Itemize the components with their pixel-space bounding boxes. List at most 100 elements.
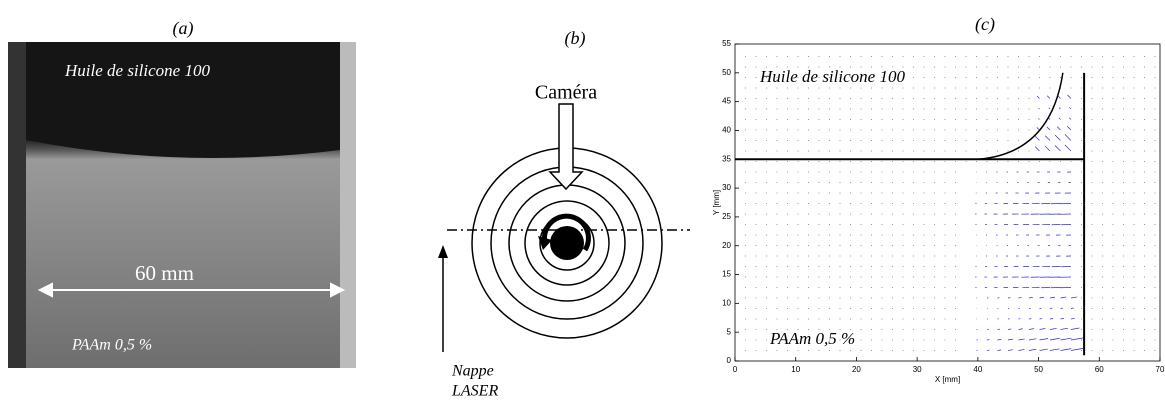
vector [787,129,788,131]
y-tick-label: 10 [722,298,731,307]
vector [1091,192,1093,194]
vector [913,119,914,120]
vector [923,108,925,110]
vector [1102,140,1103,141]
vector [1133,213,1135,215]
vector [1070,296,1078,299]
vector [1133,161,1135,162]
vector [787,171,788,173]
vector [1069,107,1072,110]
y-tick-label: 40 [722,126,731,135]
vector [850,140,851,141]
x-tick-label: 70 [1156,365,1165,374]
vector [1144,339,1145,341]
vector [913,245,914,246]
vector [1018,150,1019,152]
vector [1123,203,1124,204]
vector [1081,56,1082,57]
vector [1112,161,1114,162]
vector [1060,327,1069,330]
vector [1102,182,1103,183]
vector [1112,87,1114,89]
vector [934,87,935,89]
vector [755,245,757,246]
vector [913,318,914,320]
fluid-label: Huile de silicone 100 [64,61,210,80]
vector [860,66,862,68]
vector [1049,327,1057,330]
vector [1044,145,1051,152]
vector [892,245,893,246]
vector [787,203,788,204]
vector [745,234,746,236]
vector [1039,338,1049,341]
vector [1048,117,1051,120]
vector [1081,318,1082,320]
vector [745,287,746,288]
vector [965,66,967,68]
vector [923,255,925,257]
fluid-label: PAAm 0,5 % [71,337,152,354]
vector [955,119,956,120]
vector [1081,108,1082,110]
vector [839,56,841,57]
vector [871,318,872,320]
vector [1091,129,1093,131]
vector [1091,318,1093,320]
vector [766,140,767,141]
vector [787,339,788,341]
vector [1112,308,1114,309]
vector [745,308,746,309]
vector [1133,255,1135,257]
vector [1028,56,1030,57]
vector [1154,350,1156,351]
vector [923,318,925,320]
vector [923,287,925,288]
vector [881,287,883,288]
vector [1123,56,1124,57]
vector [755,203,757,204]
vector [955,182,956,183]
vector [881,224,883,225]
vector [1102,224,1103,225]
vector [913,77,914,78]
vector [818,203,820,204]
vector [829,255,830,257]
vector [1144,276,1145,278]
vector [797,161,799,162]
vector [892,87,893,89]
vector [923,350,925,351]
vector [934,108,935,110]
vector [1081,119,1082,120]
vector [745,192,746,194]
vector [808,150,809,152]
vector [1049,161,1051,162]
vector [1102,318,1103,320]
vector [1007,66,1009,68]
vector [1007,140,1009,141]
vector [1144,161,1145,162]
vector [1049,66,1051,68]
vector [1081,129,1082,131]
vector [829,66,830,68]
vector [766,213,767,215]
vector [787,108,788,110]
vector [871,129,872,131]
plot: 0 10 20 30 40 50 60 70 0 5 10 15 20 25 30 35 40 45 50 55 X [… [712,39,1165,384]
vector [986,108,988,110]
vector [850,318,851,320]
vector [892,150,893,152]
vector [829,245,830,246]
vector [1081,140,1082,141]
vector [745,213,746,215]
panel-label: (c) [975,14,995,35]
vector [1112,276,1114,278]
vector [818,66,820,68]
vector [1133,297,1135,299]
vector [1028,87,1030,89]
vector [1081,287,1082,288]
vector [850,234,851,236]
vector [1070,327,1080,330]
vector [1144,77,1145,78]
vector [976,77,977,78]
